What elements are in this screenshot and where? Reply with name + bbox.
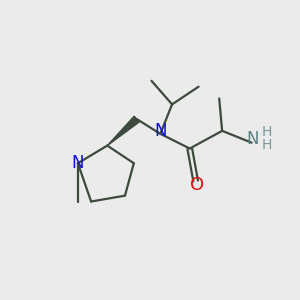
Text: N: N (247, 130, 259, 148)
Text: H: H (262, 125, 272, 139)
Text: N: N (154, 122, 167, 140)
Text: O: O (190, 176, 204, 194)
Text: N: N (72, 154, 84, 172)
Text: H: H (262, 138, 272, 152)
Polygon shape (107, 116, 139, 146)
